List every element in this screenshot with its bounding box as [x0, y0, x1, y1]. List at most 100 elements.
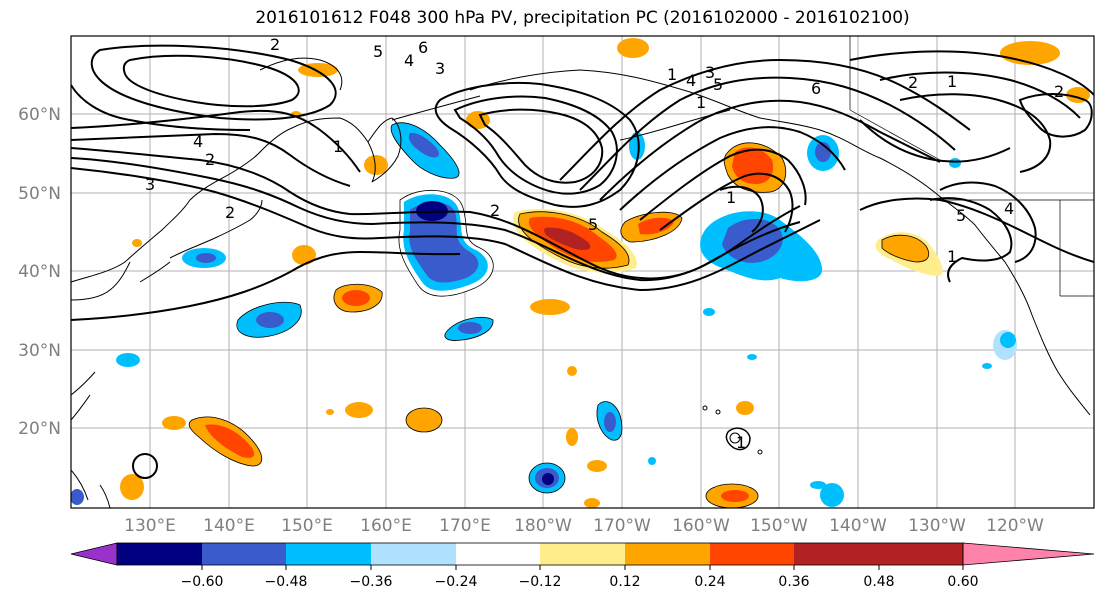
coastline-asia: [71, 117, 376, 283]
contour-label: 1: [667, 65, 677, 84]
precip-blob: [116, 353, 140, 367]
contour-label: 4: [404, 51, 414, 70]
precip-blob: [120, 474, 144, 500]
contour-label: 2: [1054, 82, 1064, 101]
precip-blob: [648, 457, 656, 465]
colorbar-tick-label: 0.36: [778, 574, 809, 590]
colorbar-ticks: [201, 565, 964, 570]
pv-contour: [71, 250, 461, 321]
precip-blob: [405, 407, 443, 433]
lon-label: 140°W: [829, 516, 887, 536]
colorbar-swatch: [794, 543, 879, 565]
lon-label: 150°E: [281, 516, 333, 536]
precip-blob: [949, 158, 961, 168]
lat-label: 60°N: [18, 105, 61, 125]
colorbar-tick-label: −0.24: [435, 574, 478, 590]
pv-contour: [453, 95, 618, 195]
colorbar-swatch: [371, 543, 456, 565]
precip-blob: [458, 322, 482, 334]
pv-contour-labels: 2 5 6 4 3 1 4 2 3 2 5 2 1 4 3 5 6 2 1 2 …: [145, 35, 1064, 452]
pv-contour: [71, 132, 351, 187]
colorbar-swatch: [202, 543, 286, 565]
colorbar-swatch: [625, 543, 710, 565]
precip-blob: [721, 490, 749, 502]
colorbar-tick-label: −0.12: [519, 574, 562, 590]
precip-blob: [162, 416, 186, 430]
lat-label: 20°N: [18, 419, 61, 439]
precip-blob: [196, 253, 216, 263]
precip-blob: [604, 412, 616, 432]
pv-contour: [719, 185, 764, 233]
colorbar-extend-high-tip: [962, 542, 1095, 566]
colorbar-swatch: [879, 543, 963, 565]
precip-blob: [584, 498, 600, 508]
islands: [132, 405, 763, 479]
contour-label: 2: [490, 201, 500, 220]
precip-blob: [326, 409, 334, 415]
precip-blob: [345, 402, 373, 418]
precip-blob: [1000, 332, 1016, 348]
lat-label: 50°N: [18, 184, 61, 204]
colorbar-tick-label: 0.60: [947, 574, 978, 590]
contour-label: 5: [956, 206, 966, 225]
contour-label: 3: [145, 175, 155, 194]
precip-blob: [881, 234, 930, 263]
precip-blob: [747, 354, 757, 360]
pv-contour: [71, 157, 801, 282]
coastline-korea-china: [71, 261, 131, 421]
precip-blob: [820, 483, 844, 507]
lat-label: 40°N: [18, 262, 61, 282]
pv-contour: [929, 197, 1013, 283]
colorbar-swatch: [286, 543, 371, 565]
precip-blob: [205, 424, 255, 458]
contour-label: 6: [418, 38, 428, 57]
colorbar-extend-low: [70, 542, 118, 566]
pv-contour: [619, 126, 846, 211]
colorbar-swatch: [456, 543, 540, 565]
lon-label: 130°W: [908, 516, 966, 536]
contour-label: 4: [193, 132, 203, 151]
pv-contour: [579, 76, 956, 191]
colorbar-tick-label: −0.36: [350, 574, 393, 590]
contour-label: 1: [736, 433, 746, 452]
map-title: 2016101612 F048 300 hPa PV, precipitatio…: [255, 8, 910, 28]
coastline-philippines: [71, 469, 111, 508]
pv-contour: [1018, 93, 1093, 138]
precip-blob: [1000, 41, 1060, 65]
precip-blob: [530, 299, 570, 315]
map-frame: [70, 35, 1095, 509]
contour-label: 6: [811, 79, 821, 98]
colorbar-swatch: [540, 543, 625, 565]
colorbar-tick-label: 0.24: [694, 574, 725, 590]
contour-label: 1: [947, 247, 957, 266]
pv-contour: [939, 181, 1037, 263]
contour-label: 2: [225, 203, 235, 222]
contour-label: 5: [588, 215, 598, 234]
precip-blob: [71, 489, 84, 505]
lon-label: 170°W: [593, 516, 651, 536]
contour-label: 4: [1004, 199, 1014, 218]
lon-label: 130°E: [124, 516, 176, 536]
precip-negative-areas: [71, 122, 1017, 507]
precip-blob: [342, 290, 370, 306]
pv-contour: [71, 84, 251, 131]
precip-blob: [587, 460, 607, 472]
contour-label: 3: [435, 59, 445, 78]
pv-contour: [434, 81, 640, 208]
contour-label: 5: [373, 42, 383, 61]
lon-label: 160°W: [672, 516, 730, 536]
lon-label: 150°W: [750, 516, 808, 536]
pv-contours: [71, 44, 1094, 451]
contour-label: 2: [270, 35, 280, 54]
pv-contour: [659, 172, 794, 233]
lat-label: 30°N: [18, 341, 61, 361]
pv-contour: [71, 167, 821, 292]
lon-label: 180°W: [514, 516, 572, 536]
pv-contour: [859, 119, 1011, 163]
contour-label: 2: [908, 73, 918, 92]
longitude-labels: 130°E 140°E 150°E 160°E 170°E 180°W 170°…: [124, 516, 1044, 536]
coastline-kamchatka: [367, 117, 402, 183]
latitude-labels: 60°N 50°N 40°N 30°N 20°N: [18, 105, 61, 439]
precip-blob: [292, 245, 316, 265]
